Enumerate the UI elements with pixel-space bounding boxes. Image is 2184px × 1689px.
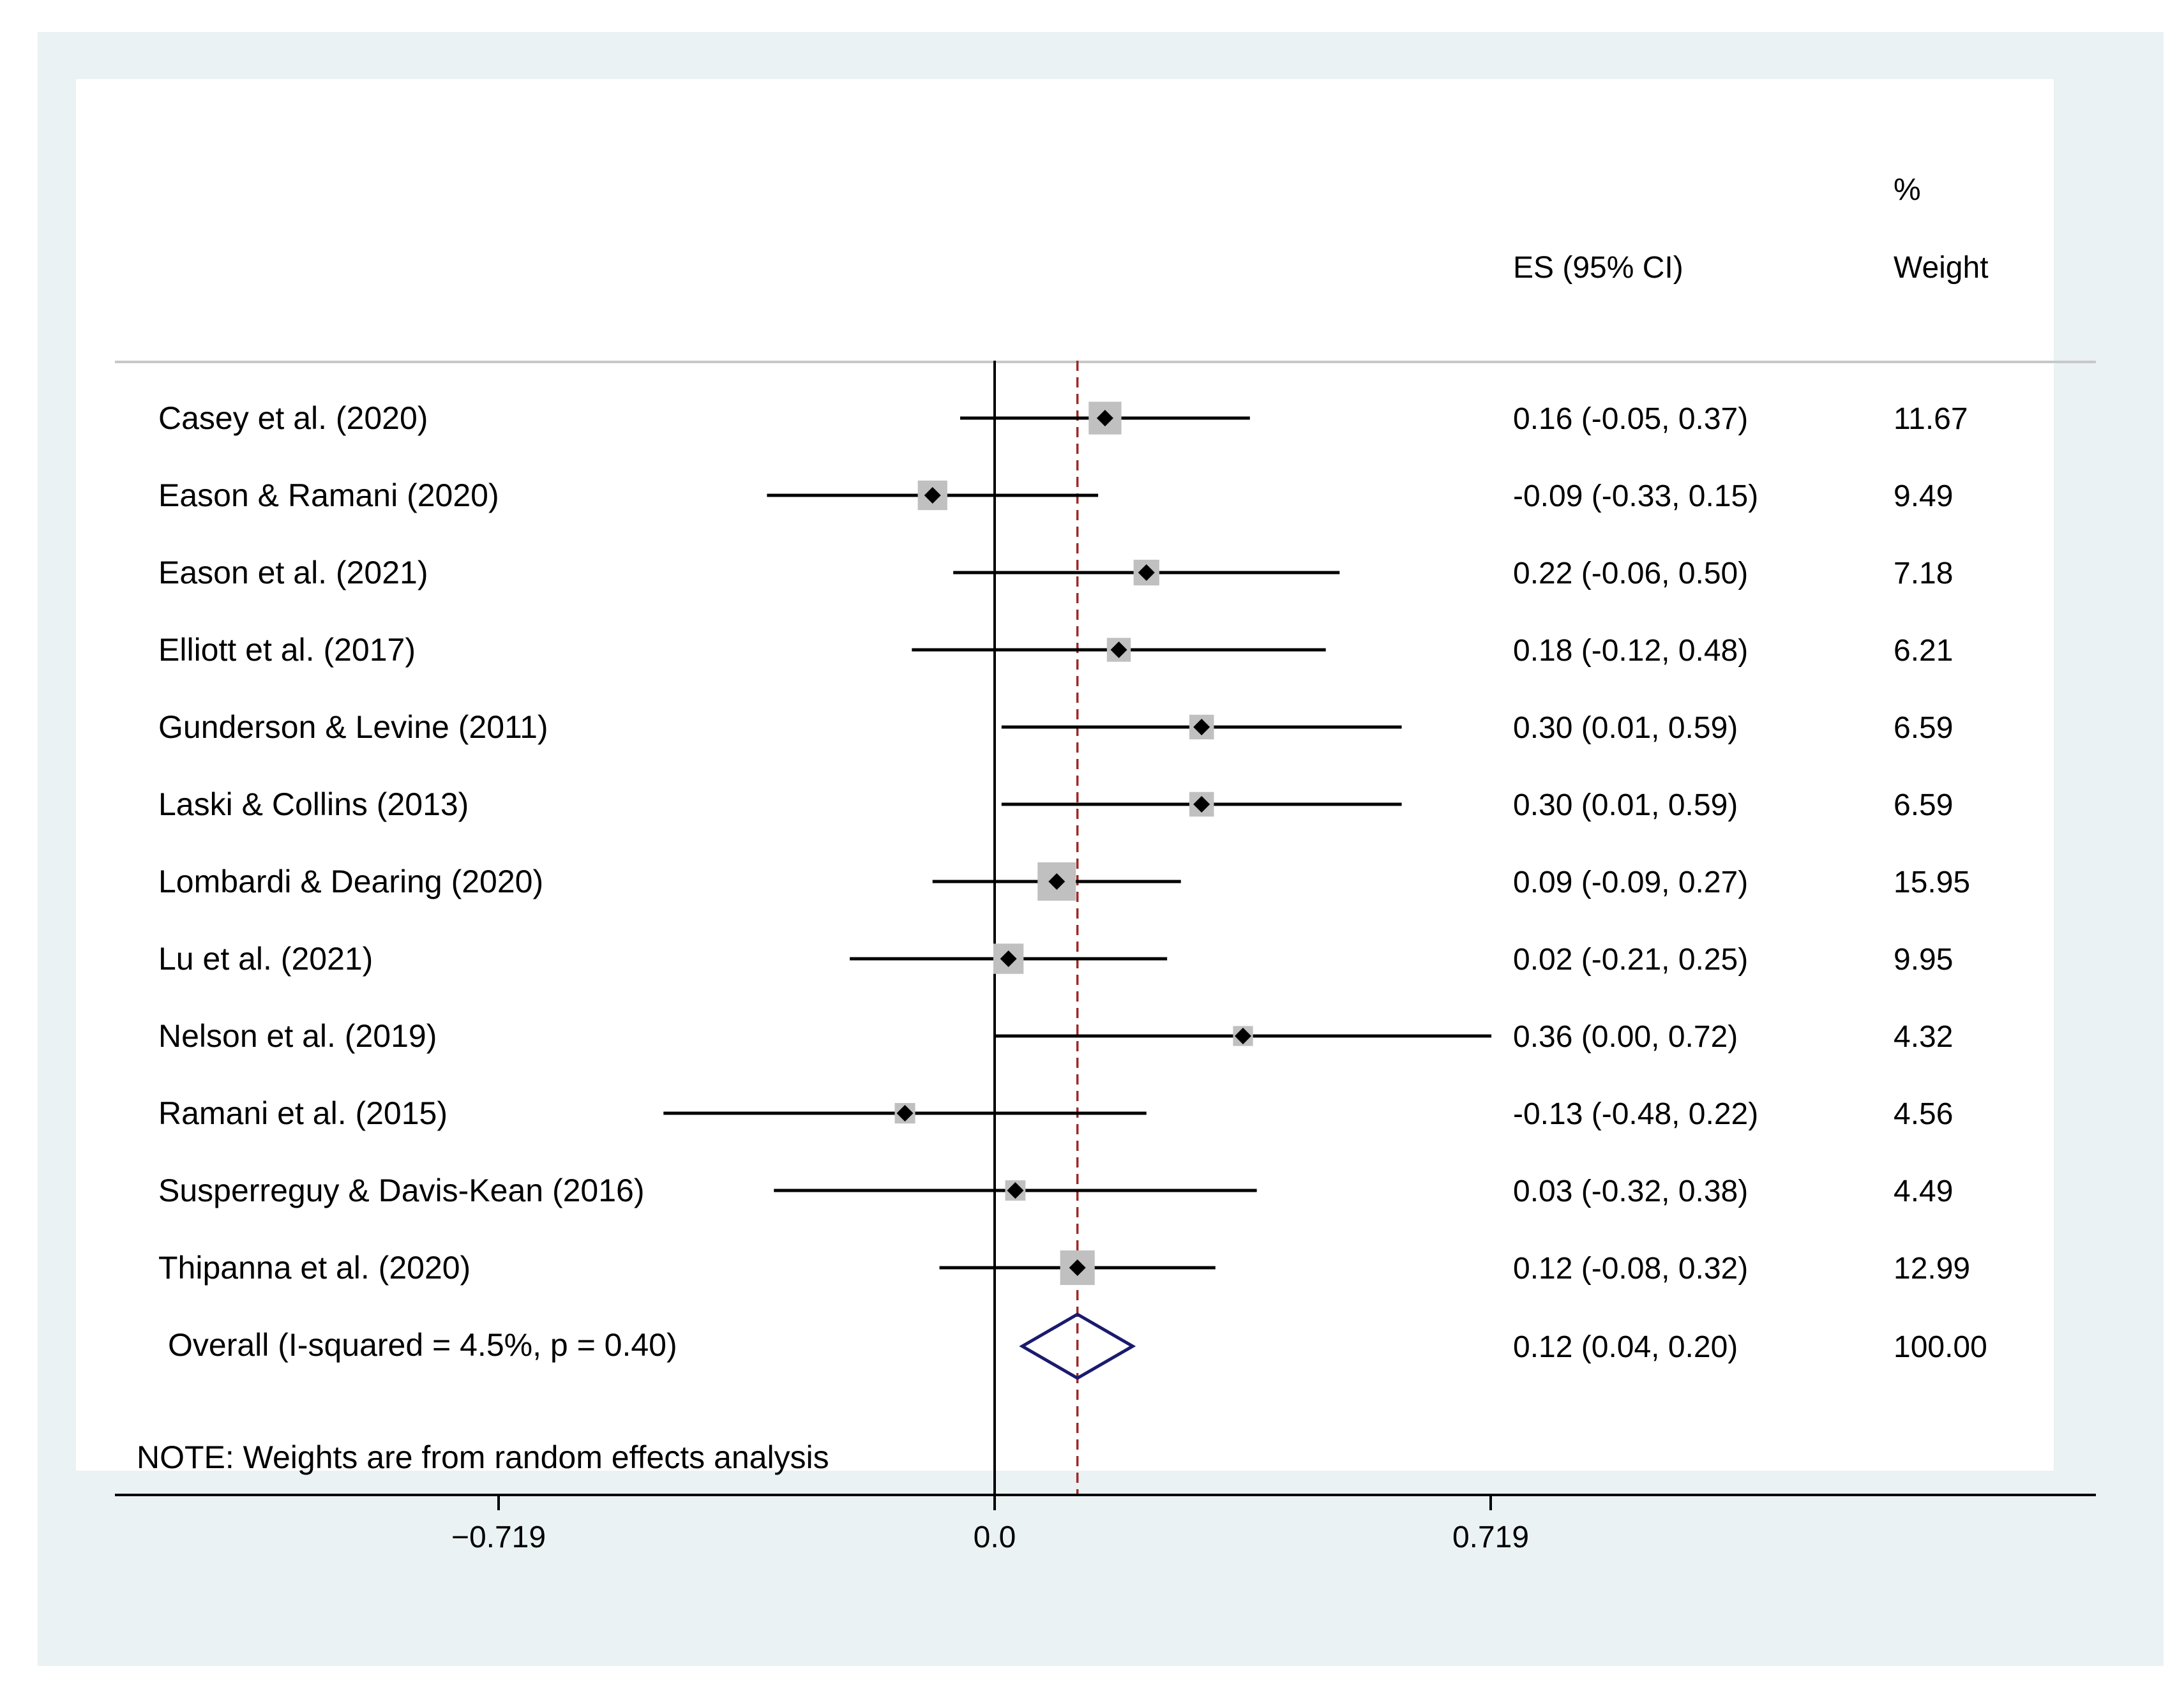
study-label: Gunderson & Levine (2011) — [158, 709, 548, 745]
weight-value: 6.21 — [1894, 634, 1953, 668]
study-label: Eason & Ramani (2020) — [158, 477, 499, 513]
study-row: Eason & Ramani (2020) -0.09 (-0.33, 0.15)… — [158, 477, 1953, 513]
weight-value: 6.59 — [1894, 788, 1953, 822]
es-ci-value: 0.16 (-0.05, 0.37) — [1513, 402, 1748, 436]
plot-panel — [76, 79, 2054, 1471]
point-estimate-marker — [896, 1105, 914, 1122]
study-row: Lu et al. (2021) 0.02 (-0.21, 0.25) 9.95 — [158, 941, 1953, 977]
x-tick-label: 0.719 — [1452, 1520, 1529, 1554]
weight-value: 9.95 — [1894, 943, 1953, 977]
point-estimate-marker — [924, 487, 941, 504]
study-label: Casey et al. (2020) — [158, 400, 428, 436]
note-text: NOTE: Weights are from random effects an… — [137, 1439, 829, 1475]
study-row: Elliott et al. (2017) 0.18 (-0.12, 0.48) 6… — [158, 632, 1953, 668]
point-estimate-marker — [1048, 873, 1066, 890]
point-estimate-marker — [1193, 719, 1210, 735]
point-estimate-marker — [1110, 642, 1127, 658]
weight-value: 6.59 — [1894, 711, 1953, 745]
study-label: Ramani et al. (2015) — [158, 1095, 448, 1131]
study-label: Lombardi & Dearing (2020) — [158, 864, 543, 899]
weight-value: 7.18 — [1894, 557, 1953, 590]
overall-weight-value: 100.00 — [1894, 1330, 1987, 1364]
weight-header: Weight — [1894, 251, 1989, 285]
weight-value: 4.49 — [1894, 1175, 1953, 1208]
study-label: Elliott et al. (2017) — [158, 632, 416, 668]
study-label: Laski & Collins (2013) — [158, 786, 469, 822]
study-row: Eason et al. (2021) 0.22 (-0.06, 0.50) 7.1… — [158, 555, 1953, 590]
study-row: Thipanna et al. (2020) 0.12 (-0.08, 0.32)… — [158, 1250, 1970, 1286]
es-ci-value: -0.09 (-0.33, 0.15) — [1513, 479, 1758, 513]
overall-row: Overall (I-squared = 4.5%, p = 0.40) 0.12… — [168, 1312, 1987, 1380]
x-tick-label: 0.0 — [974, 1520, 1016, 1554]
study-row: Nelson et al. (2019) 0.36 (0.00, 0.72) 4.3… — [158, 1018, 1953, 1054]
es-ci-value: 0.02 (-0.21, 0.25) — [1513, 943, 1748, 977]
es-ci-value: 0.12 (-0.08, 0.32) — [1513, 1252, 1748, 1286]
es-ci-value: 0.36 (0.00, 0.72) — [1513, 1020, 1738, 1054]
weight-value: 12.99 — [1894, 1252, 1970, 1286]
weight-value: 4.32 — [1894, 1020, 1953, 1054]
es-ci-value: 0.30 (0.01, 0.59) — [1513, 788, 1738, 822]
study-row: Ramani et al. (2015) -0.13 (-0.48, 0.22) 4… — [158, 1095, 1953, 1131]
weight-value: 11.67 — [1894, 402, 1968, 436]
point-estimate-marker — [1096, 410, 1113, 426]
overall-es-ci-value: 0.12 (0.04, 0.20) — [1513, 1330, 1738, 1364]
point-estimate-marker — [1007, 1182, 1024, 1199]
es-ci-header: ES (95% CI) — [1513, 251, 1683, 285]
point-estimate-marker — [1235, 1028, 1252, 1044]
point-estimate-marker — [1138, 564, 1155, 581]
es-ci-value: 0.30 (0.01, 0.59) — [1513, 711, 1738, 745]
study-label: Susperreguy & Davis-Kean (2016) — [158, 1173, 645, 1208]
es-ci-value: 0.22 (-0.06, 0.50) — [1513, 557, 1748, 590]
es-ci-value: -0.13 (-0.48, 0.22) — [1513, 1097, 1758, 1131]
es-ci-value: 0.09 (-0.09, 0.27) — [1513, 866, 1748, 899]
weight-value: 15.95 — [1894, 866, 1970, 899]
study-rows: Casey et al. (2020) 0.16 (-0.05, 0.37) 11.… — [158, 400, 1970, 1286]
study-label: Eason et al. (2021) — [158, 555, 428, 590]
study-row: Gunderson & Levine (2011) 0.30 (0.01, 0.5… — [158, 709, 1953, 745]
study-label: Lu et al. (2021) — [158, 941, 373, 977]
study-label: Thipanna et al. (2020) — [158, 1250, 471, 1286]
x-axis: −0.719 0.0 0.719 — [115, 1494, 2096, 1554]
overall-diamond — [1019, 1312, 1136, 1380]
study-row: Susperreguy & Davis-Kean (2016) 0.03 (-0.… — [158, 1173, 1953, 1208]
es-ci-value: 0.03 (-0.32, 0.38) — [1513, 1175, 1748, 1208]
weight-header-percent: % — [1894, 173, 1921, 207]
point-estimate-marker — [1000, 950, 1017, 967]
point-estimate-marker — [1193, 796, 1210, 813]
study-label: Nelson et al. (2019) — [158, 1018, 437, 1054]
point-estimate-marker — [1069, 1259, 1086, 1276]
es-ci-value: 0.18 (-0.12, 0.48) — [1513, 634, 1748, 668]
weight-value: 4.56 — [1894, 1097, 1953, 1131]
weight-value: 9.49 — [1894, 479, 1953, 513]
x-tick-label: −0.719 — [451, 1520, 546, 1554]
overall-label: Overall (I-squared = 4.5%, p = 0.40) — [168, 1327, 677, 1363]
study-row: Lombardi & Dearing (2020) 0.09 (-0.09, 0.… — [158, 862, 1970, 901]
study-row: Laski & Collins (2013) 0.30 (0.01, 0.59) 6… — [158, 786, 1953, 822]
study-row: Casey et al. (2020) 0.16 (-0.05, 0.37) 11.… — [158, 400, 1968, 436]
reference-lines — [993, 361, 1079, 1495]
